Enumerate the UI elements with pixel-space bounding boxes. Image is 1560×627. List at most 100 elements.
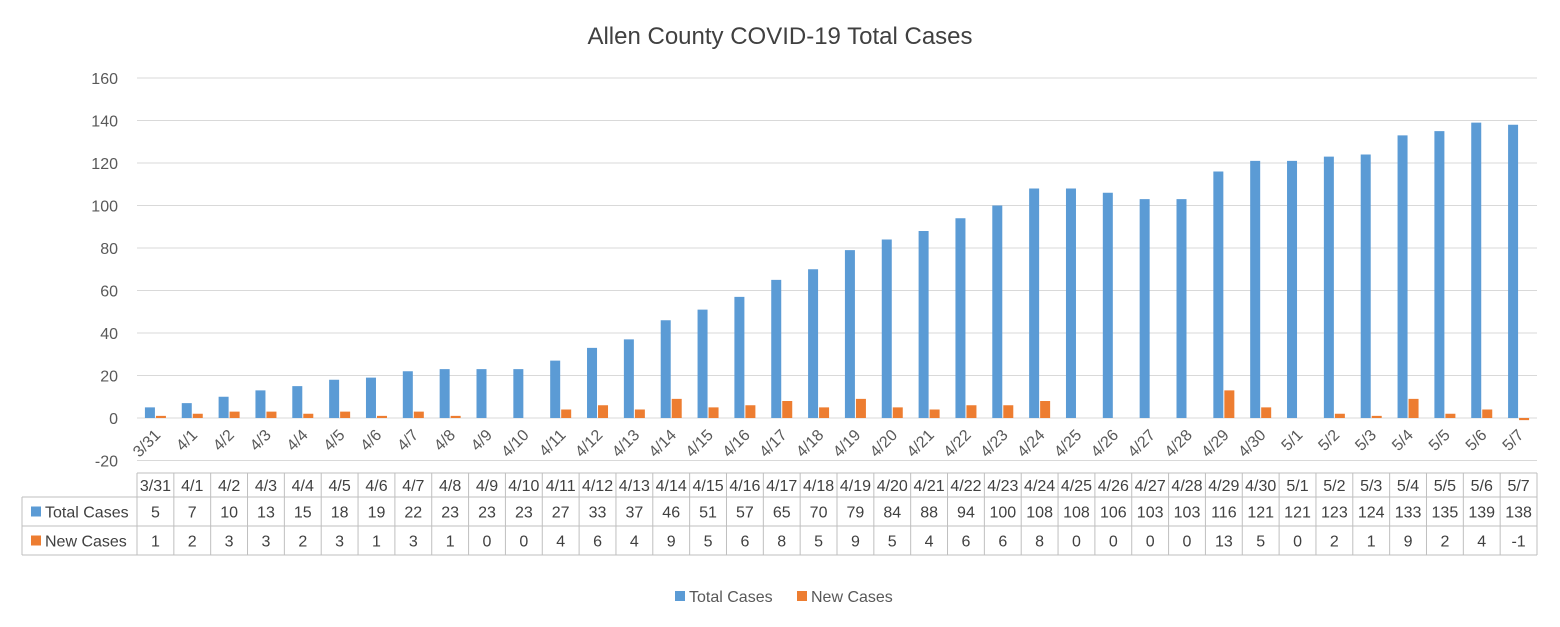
table-header-cell: 4/29 [1208,478,1239,495]
table-cell: 1 [151,534,160,551]
x-tick-label: 4/16 [720,427,754,461]
y-tick-label: 20 [100,369,118,386]
x-tick-label: 4/8 [431,427,459,455]
table-header-cell: 4/7 [402,478,424,495]
bar-total-cases [1471,122,1482,418]
table-header-cell: 4/1 [181,478,203,495]
table-cell: 9 [667,534,676,551]
x-tick-label: 4/23 [978,427,1012,461]
bar-total-cases [1360,154,1371,418]
table-cell: 1 [446,534,455,551]
legend-label-total-cases: Total Cases [689,589,773,606]
table-cell: 70 [810,505,828,522]
table-cell: 37 [625,505,643,522]
bar-new-cases [745,405,756,418]
y-tick-label: 40 [100,326,118,343]
table-cell: 6 [998,534,1007,551]
table-cell: 9 [1404,534,1413,551]
legend-key-new-cases [797,591,807,601]
table-header-cell: 4/11 [546,478,576,495]
table-header-cell: 5/2 [1323,478,1345,495]
table-cell: 4 [925,534,934,551]
bar-total-cases [1508,124,1519,418]
bars [144,122,1530,421]
bar-new-cases [1040,401,1051,418]
bar-new-cases [1519,418,1530,421]
bar-total-cases [402,371,413,418]
table-header-cell: 4/2 [218,478,240,495]
y-axis: -20 0 20 40 60 80 100 120 140 160 [91,71,118,471]
bar-total-cases [1434,131,1445,418]
x-tick-label: 5/7 [1500,427,1528,455]
table-header-cell: 4/15 [692,478,723,495]
bar-total-cases [808,269,819,418]
bar-total-cases [623,339,634,418]
bar-total-cases [1139,199,1150,418]
table-cell: 27 [552,505,570,522]
table-cell: 0 [1072,534,1081,551]
table-header-cell: 4/24 [1024,478,1055,495]
bar-total-cases [292,386,303,418]
y-tick-label: 100 [91,199,118,216]
bar-new-cases [782,401,793,418]
bar-new-cases [598,405,609,418]
legend-label-new-cases: New Cases [811,589,893,606]
bar-new-cases [1334,413,1345,418]
x-tick-label: 4/14 [646,427,680,461]
bar-new-cases [376,415,387,418]
table-header-cell: 4/13 [619,478,650,495]
bar-total-cases [329,379,340,418]
bar-new-cases [855,398,866,418]
bar-new-cases [303,413,314,418]
table-cell: 5 [704,534,713,551]
table-cell: 103 [1137,505,1164,522]
bar-new-cases [561,409,572,418]
table-cell: 51 [699,505,717,522]
bar-total-cases [587,347,598,418]
bar-total-cases [660,320,671,418]
x-tick-label: 4/30 [1235,427,1269,461]
table-cell: 5 [814,534,823,551]
x-tick-label: 4/15 [683,427,717,461]
x-tick-label: 4/27 [1125,427,1159,461]
bar-new-cases [1224,390,1235,418]
table-header-cell: 4/9 [476,478,498,495]
bar-total-cases [1397,135,1408,418]
table-cell: 124 [1358,505,1385,522]
bar-total-cases [1323,156,1334,418]
bar-total-cases [1250,160,1261,418]
table-cell: 57 [736,505,754,522]
bar-total-cases [255,390,266,418]
legend: Total Cases New Cases [675,589,893,606]
bar-new-cases [413,411,424,418]
bar-total-cases [181,403,192,418]
bar-new-cases [708,407,719,418]
table-cell: 108 [1026,505,1053,522]
bar-new-cases [192,413,203,418]
table-cell: 23 [478,505,496,522]
x-tick-label: 4/13 [609,427,643,461]
table-header-cell: 4/25 [1061,478,1092,495]
x-tick-label: 4/6 [358,427,386,455]
y-tick-label: 140 [91,114,118,131]
table-cell: 65 [773,505,791,522]
table-cell: 33 [589,505,607,522]
table-cell: 46 [662,505,680,522]
table-header-cell: 4/8 [439,478,461,495]
bar-total-cases [881,239,892,418]
table-row-label: New Cases [45,534,127,551]
x-tick-label: 3/31 [130,427,164,461]
bar-total-cases [144,407,155,418]
bar-total-cases [1176,199,1187,418]
data-table: 3/31 4/1 4/2 4/3 4/4 4/5 4/6 4/7 4/8 4/9 4/10 4/11 4… [21,472,1538,556]
table-cell: 3 [335,534,344,551]
x-tick-label: 4/29 [1199,427,1233,461]
legend-key-total-cases [675,591,685,601]
bar-new-cases [229,411,240,418]
table-cell: 135 [1432,505,1459,522]
bar-new-cases [450,415,461,418]
table-header-cell: 4/30 [1245,478,1276,495]
bar-total-cases [1213,171,1224,418]
table-cell: 79 [847,505,865,522]
